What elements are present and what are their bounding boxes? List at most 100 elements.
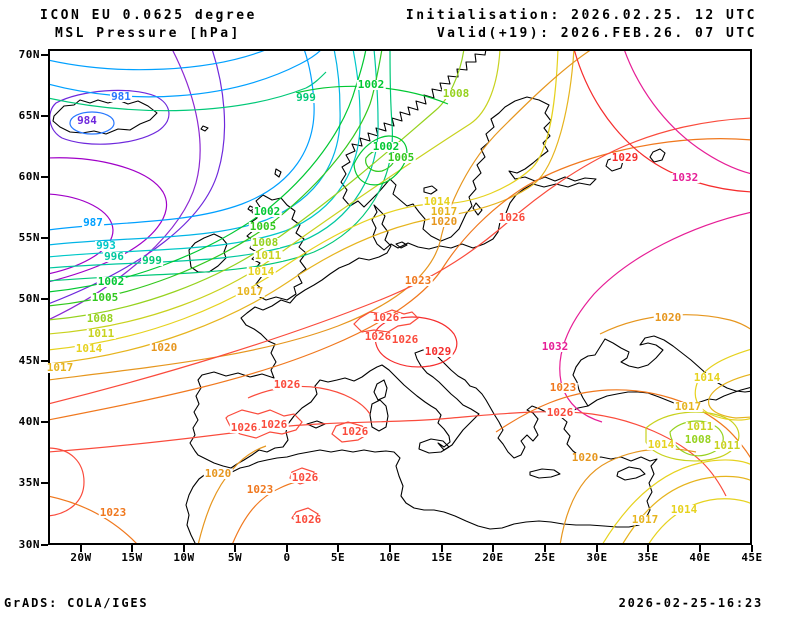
lat-tick: [41, 360, 48, 362]
contour-label-1011: 1011: [253, 249, 283, 262]
lat-axis-label: 55N: [18, 231, 40, 244]
contour-label-1008: 1008: [250, 236, 280, 249]
lat-tick: [41, 298, 48, 300]
contour-label-1026: 1026: [229, 421, 259, 434]
isobar-987-top-a: [49, 50, 322, 98]
lon-axis-label: 35E: [637, 551, 659, 564]
contour-label-1029: 1029: [423, 345, 453, 358]
coastline-cyprus: [616, 466, 646, 481]
contour-label-1017: 1017: [429, 205, 459, 218]
contour-label-1020: 1020: [429, 215, 459, 228]
isobar-1026-iberia-b: [331, 421, 369, 443]
lon-axis-label: 40E: [689, 551, 711, 564]
isobar-984b: [49, 50, 226, 305]
contour-label-1005: 1005: [90, 291, 120, 304]
lon-tick: [596, 545, 598, 552]
isobar-1023: [49, 138, 751, 421]
creation-timestamp: 2026-02-25-16:23: [618, 596, 763, 610]
valid-time: Valid(+19): 2026.FEB.26. 07 UTC: [436, 26, 757, 41]
lon-axis-label: 15E: [431, 551, 453, 564]
lon-tick: [441, 545, 443, 552]
coastline-danish-isles: [395, 241, 408, 249]
coastline-crete: [529, 468, 561, 479]
contour-label-1011: 1011: [712, 439, 742, 452]
isobar-999-top: [49, 71, 327, 112]
contour-label-984: 984: [76, 114, 98, 127]
contour-label-1014: 1014: [422, 195, 452, 208]
contour-label-1020: 1020: [570, 451, 600, 464]
lon-axis-label: 15W: [121, 551, 143, 564]
lat-axis-label: 70N: [18, 48, 40, 61]
model-title: ICON EU 0.0625 degree: [40, 8, 257, 23]
isobar-987: [49, 50, 315, 231]
lat-axis-label: 30N: [18, 538, 40, 551]
contour-label-993: 993: [95, 239, 117, 252]
lon-axis-label: 10W: [173, 551, 195, 564]
coastline-sicily: [418, 438, 450, 454]
contour-label-1017: 1017: [673, 400, 703, 413]
lon-axis-label: 30E: [586, 551, 608, 564]
contour-label-999: 999: [141, 254, 163, 267]
lake-vanern: [423, 185, 438, 195]
lat-tick: [41, 176, 48, 178]
contour-label-1029: 1029: [610, 151, 640, 164]
isobar-1023-se: [495, 389, 751, 460]
contour-label-1017: 1017: [630, 513, 660, 526]
contour-label-1026: 1026: [293, 513, 323, 526]
lon-axis-label: 5W: [227, 551, 243, 564]
lon-axis-label: 10E: [379, 551, 401, 564]
isobar-987-top-b: [49, 50, 268, 71]
coastline-europe-main: [189, 96, 751, 469]
contour-label-1023: 1023: [403, 274, 433, 287]
contour-label-1014: 1014: [669, 503, 699, 516]
isobar-1020-blacksea: [599, 314, 751, 335]
lon-tick: [183, 545, 185, 552]
contour-label-1023: 1023: [98, 506, 128, 519]
map-frame: [48, 49, 752, 545]
lon-tick: [131, 545, 133, 552]
contour-label-981: 981: [110, 90, 132, 103]
isobar-999: [49, 50, 393, 282]
isobar-low-outer-c: [49, 50, 201, 321]
contour-label-1023: 1023: [245, 483, 275, 496]
isobar-1020: [49, 50, 592, 381]
isobar-1026-main: [49, 117, 751, 405]
contour-label-1017: 1017: [45, 361, 75, 374]
lon-tick: [80, 545, 82, 552]
isobar-1014-se: [601, 459, 751, 544]
contour-label-1005: 1005: [386, 151, 416, 164]
isobar-1002: [49, 50, 367, 293]
isobar-low-outer-b: [49, 193, 114, 275]
lat-tick: [41, 54, 48, 56]
lon-tick: [699, 545, 701, 552]
lon-tick: [389, 545, 391, 552]
contour-label-1005: 1005: [248, 220, 278, 233]
coastline-hebrides: [247, 205, 255, 212]
isobar-981: [69, 111, 115, 135]
coastline-gotland: [472, 202, 483, 216]
isobar-1011: [49, 50, 501, 335]
contour-label-1011: 1011: [685, 420, 715, 433]
contour-label-1026: 1026: [371, 311, 401, 324]
contour-label-1032: 1032: [670, 171, 700, 184]
contour-label-1026: 1026: [545, 406, 575, 419]
contour-label-1014: 1014: [246, 265, 276, 278]
contour-label-1026: 1026: [272, 378, 302, 391]
lon-axis-label: 25E: [534, 551, 556, 564]
lon-tick: [492, 545, 494, 552]
contour-label-1026: 1026: [259, 418, 289, 431]
contour-label-1023: 1023: [548, 381, 578, 394]
isobar-1014-se2: [647, 498, 751, 544]
isobar-1008: [49, 50, 465, 321]
lat-axis-label: 50N: [18, 292, 40, 305]
contour-label-1014: 1014: [646, 438, 676, 451]
lat-axis-label: 35N: [18, 476, 40, 489]
lat-tick: [41, 421, 48, 423]
grads-credit: GrADS: COLA/IGES: [4, 596, 149, 610]
isobar-993: [49, 50, 361, 258]
contour-label-1002: 1002: [252, 205, 282, 218]
lat-axis-label: 60N: [18, 170, 40, 183]
isobar-1032-ne: [623, 50, 751, 175]
coastline-shetland: [274, 168, 282, 178]
lon-tick: [234, 545, 236, 552]
